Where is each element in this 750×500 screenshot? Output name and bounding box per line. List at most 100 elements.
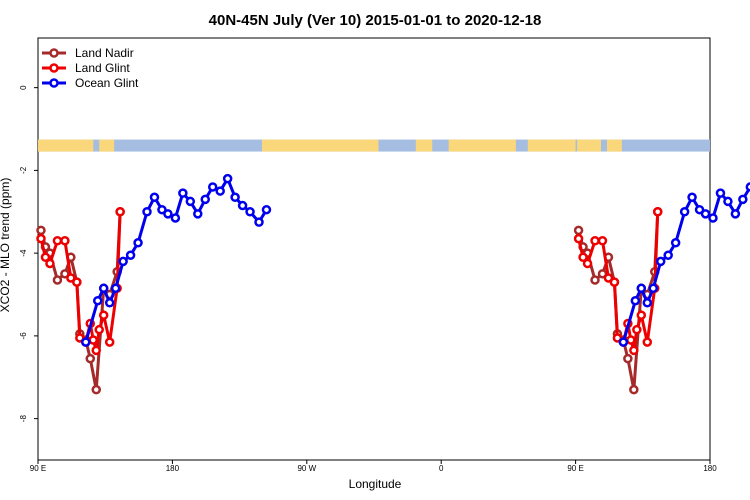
series-ocean-glint [618,182,750,347]
data-point [626,335,636,345]
data-point [104,298,115,308]
series-land-glint [36,207,125,356]
land-band-segment [577,139,601,152]
data-point [642,337,653,347]
data-point [723,196,733,207]
land-band-segment [38,139,94,152]
data-point [81,337,91,347]
data-point [178,188,188,198]
data-point [222,173,233,184]
data-point [603,273,614,283]
land-band-segment [262,139,379,152]
x-tick-label: 180 [703,464,717,473]
data-point [573,233,584,244]
data-point [597,235,608,246]
data-point [623,353,633,364]
data-point [663,250,673,260]
series-ocean-glint [81,173,272,347]
data-point [170,213,181,223]
data-point [612,333,623,343]
data-point [590,275,600,285]
data-point [157,204,167,215]
data-point [630,295,641,306]
data-point [642,298,653,308]
data-point [670,238,681,248]
data-point [52,275,63,285]
data-point [597,269,608,279]
data-point [738,194,748,205]
legend-label: Ocean Glint [75,76,139,90]
data-point [91,384,101,395]
land-band-segment [99,139,115,152]
land-band-segment [415,139,433,152]
legend-label: Land Glint [75,61,130,75]
legend-marker [49,48,59,58]
data-point [200,194,211,205]
data-point [694,204,705,215]
data-point [632,324,642,335]
plot-frame [37,37,711,461]
data-point [185,196,196,207]
y-tick-label: -4 [19,249,28,257]
data-point [578,252,588,263]
data-point [193,209,203,219]
x-tick-label: 90 E [567,464,583,473]
data-point [745,182,750,192]
data-point [254,217,264,227]
data-point [45,258,55,269]
x-axis-label: Longitude [349,477,402,491]
y-tick-label: -2 [19,166,28,174]
y-axis: 0 -2 -4 -6 -8 [19,85,38,422]
land-band-segment [448,139,516,152]
data-point [652,207,663,217]
legend-marker [49,78,59,88]
y-tick-label: 0 [19,85,28,90]
data-point [149,192,160,203]
data-point [237,200,248,211]
y-axis-label: XCO2 - MLO trend (ppm) [0,178,12,313]
data-point [715,188,726,198]
data-point [75,333,85,343]
data-point [636,283,647,294]
data-point [60,269,70,279]
data-point [629,384,639,395]
x-tick-label: 180 [166,464,180,473]
data-point [582,258,593,269]
land-band-segment [606,139,622,152]
data-point [36,233,46,244]
data-point [261,204,272,215]
land-band-segment [527,139,576,152]
data-point [60,235,70,246]
data-point [245,207,255,217]
land-ocean-band [38,139,710,152]
data-point [85,353,96,364]
data-point [708,213,718,223]
legend-label: Land Nadir [75,46,134,60]
data-point [142,207,152,217]
data-point [636,310,647,320]
data-point [687,192,697,203]
data-point [94,324,104,335]
data-point [207,182,218,192]
chart-title: 40N-45N July (Ver 10) 2015-01-01 to 2020… [209,12,542,29]
data-point [609,277,620,287]
legend-item: Land Glint [42,61,130,75]
data-point [648,283,659,294]
data-point [66,273,76,283]
data-point [133,238,143,248]
series-layer [36,173,750,395]
series-land-glint [573,207,663,356]
data-point [98,310,109,320]
data-point [730,209,741,219]
data-point [91,345,101,356]
data-point [52,235,63,246]
data-point [125,250,136,260]
legend-item: Ocean Glint [42,76,139,90]
data-point [590,235,600,246]
data-point [230,192,240,203]
data-point [92,295,103,306]
x-tick-label: 0 [439,464,444,473]
data-point [115,207,125,217]
